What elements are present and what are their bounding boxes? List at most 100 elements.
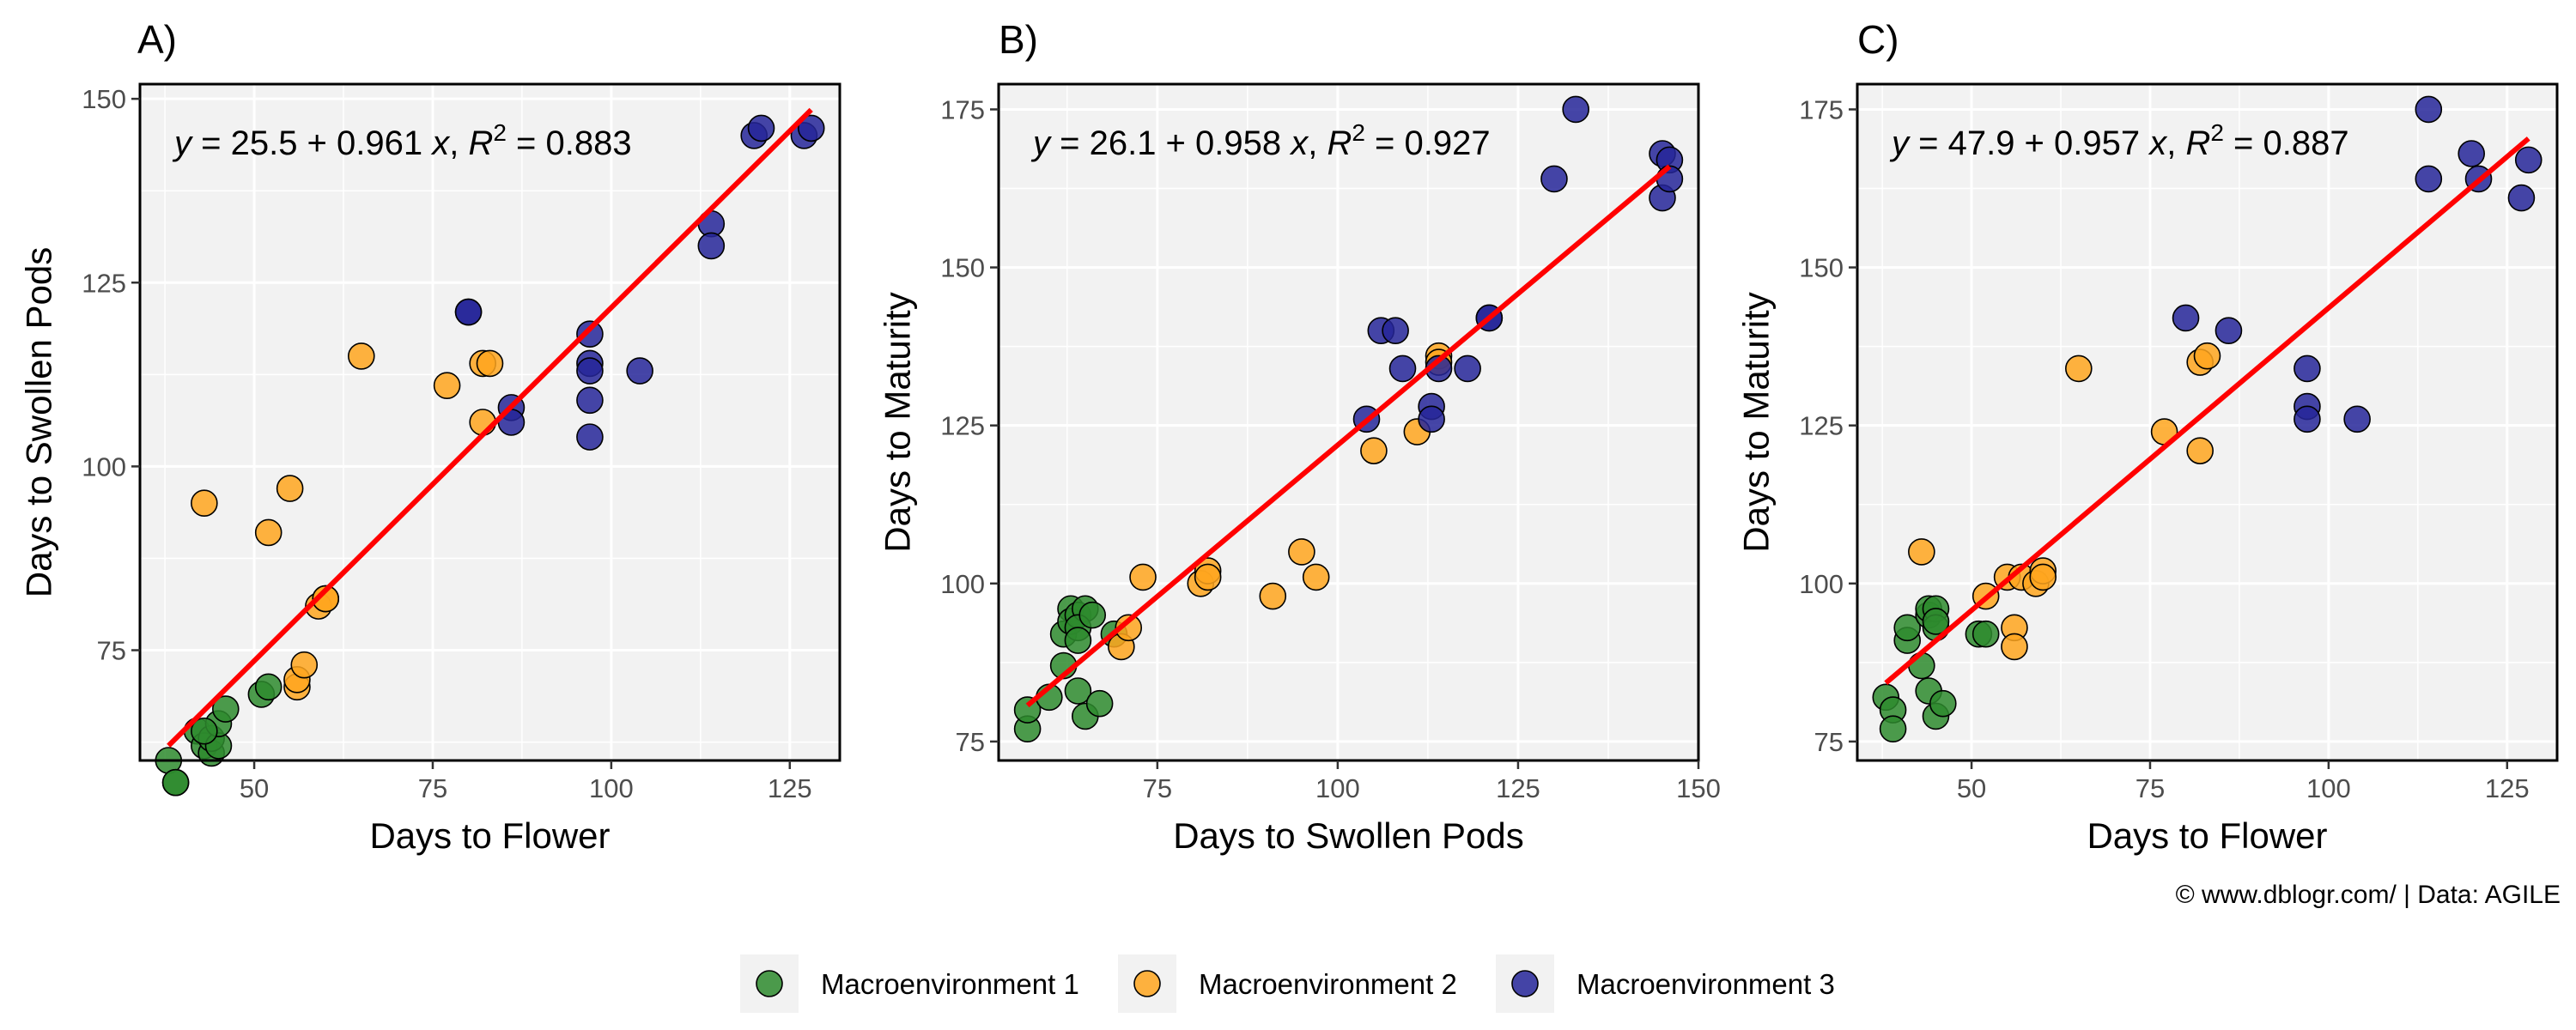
- data-point-env2: [476, 349, 504, 378]
- x-tick-label: 150: [1676, 773, 1721, 803]
- legend-item-1: Macroenvironment 1: [740, 954, 1079, 1013]
- data-point-env3: [697, 232, 726, 260]
- equation-y: y: [172, 124, 194, 162]
- plot-border: [138, 82, 841, 762]
- data-point-env3: [1656, 165, 1684, 193]
- y-tick-label: 100: [1799, 569, 1844, 599]
- y-tick-label: 100: [82, 451, 126, 482]
- y-tick-label: 175: [1799, 94, 1844, 124]
- y-axis-title: Days to Maturity: [878, 292, 918, 552]
- data-point-env3: [2514, 146, 2543, 174]
- legend-key-marker: [756, 970, 783, 997]
- equation-separator: ,: [1308, 124, 1327, 162]
- equation-separator: ,: [449, 124, 468, 162]
- data-point-env3: [747, 114, 775, 142]
- data-point-env2: [1302, 563, 1330, 591]
- x-tick-label: 100: [589, 773, 634, 803]
- data-point-env1: [1078, 601, 1107, 629]
- data-point-env3: [2293, 354, 2321, 383]
- data-point-env2: [1129, 563, 1157, 591]
- equation-body: = 26.1 + 0.958: [1050, 124, 1291, 162]
- x-axis-title: Days to Flower: [2087, 815, 2327, 856]
- data-point-env3: [2507, 184, 2536, 212]
- data-point-env1: [211, 695, 240, 723]
- x-tick-label: 75: [1143, 773, 1172, 803]
- regression-equation: y = 47.9 + 0.957 x, R2 = 0.887: [1889, 119, 2349, 162]
- data-point-env1: [1879, 715, 1907, 742]
- y-tick-label: 125: [940, 411, 985, 441]
- y-tick-label: 175: [940, 94, 985, 124]
- data-point-env1: [1893, 614, 1922, 642]
- data-point-env2: [2193, 342, 2221, 370]
- regression-line: [1025, 164, 1672, 708]
- data-point-env3: [1562, 95, 1589, 124]
- data-point-env2: [312, 585, 340, 613]
- data-point-env2: [276, 475, 304, 502]
- data-point-env3: [2172, 304, 2200, 332]
- panel-tag: C): [1857, 17, 1899, 62]
- data-point-env3: [454, 298, 483, 326]
- data-point-env3: [2415, 95, 2443, 124]
- x-tick-label: 100: [2306, 773, 2351, 803]
- equation-x: x: [430, 124, 451, 162]
- x-tick-label: 50: [240, 773, 269, 803]
- panel-b: 75 100 125 150 75 100 125 150 175 Days to Swollen…: [878, 17, 1721, 856]
- data-point-env2: [1908, 538, 1935, 566]
- equation-separator: ,: [2166, 124, 2185, 162]
- data-point-env3: [2293, 405, 2321, 433]
- y-tick-label: 125: [82, 268, 126, 298]
- plot-border: [1856, 82, 2559, 762]
- panel-tag: A): [137, 17, 177, 62]
- data-point-env2: [2001, 633, 2028, 661]
- data-point-env3: [626, 357, 653, 385]
- data-point-env3: [2215, 317, 2243, 345]
- data-point-env1: [1064, 627, 1092, 654]
- data-point-env2: [433, 372, 461, 399]
- y-tick-label: 75: [956, 727, 985, 757]
- data-point-env1: [1929, 689, 1957, 718]
- x-tick-label: 125: [1496, 773, 1540, 803]
- x-tick-label: 125: [768, 773, 812, 803]
- x-tick-label: 125: [2485, 773, 2530, 803]
- legend-item-3: Macroenvironment 3: [1496, 954, 1835, 1013]
- plot-background: [1857, 84, 2557, 760]
- equation-r2-value: = 0.927: [1365, 124, 1491, 162]
- data-point-env1: [1908, 651, 1935, 680]
- data-point-env2: [1259, 582, 1287, 610]
- data-point-env2: [191, 489, 218, 518]
- data-point-env3: [1388, 354, 1417, 383]
- y-tick-label: 125: [1799, 411, 1844, 441]
- regression-line: [1884, 136, 2530, 685]
- data-point-env1: [191, 717, 218, 745]
- legend-label: Macroenvironment 2: [1199, 968, 1457, 1000]
- y-tick-label: 150: [940, 253, 985, 283]
- equation-body: = 47.9 + 0.957: [1909, 124, 2149, 162]
- equation-body: = 25.5 + 0.961: [191, 124, 432, 162]
- x-axis-title: Days to Flower: [369, 815, 610, 856]
- data-point-env3: [576, 423, 604, 451]
- data-point-env2: [1115, 614, 1143, 642]
- equation-y: y: [1889, 124, 1911, 162]
- data-point-env3: [797, 114, 825, 142]
- equation-superscript: 2: [2210, 119, 2224, 146]
- plot-border: [997, 82, 1700, 762]
- legend-label: Macroenvironment 1: [821, 968, 1079, 1000]
- y-axis-title: Days to Swollen Pods: [19, 247, 59, 598]
- legend-key-marker: [1133, 970, 1161, 997]
- regression-equation: y = 26.1 + 0.958 x, R2 = 0.927: [1030, 119, 1491, 162]
- y-tick-label: 100: [940, 569, 985, 599]
- data-point-env1: [161, 768, 190, 797]
- data-point-env1: [254, 673, 283, 701]
- y-tick-label: 150: [1799, 253, 1844, 283]
- data-point-env2: [1360, 437, 1388, 464]
- data-point-env1: [1013, 696, 1042, 724]
- legend: Macroenvironment 1 Macroenvironment 2 Macr…: [740, 954, 1835, 1013]
- plot-background: [999, 84, 1698, 760]
- x-tick-label: 100: [1315, 773, 1360, 803]
- data-point-env3: [2415, 165, 2443, 193]
- panels: 50 75 100 125 75 100 125 150 Days to Flower Days …: [19, 17, 2559, 856]
- x-axis-title: Days to Swollen Pods: [1173, 815, 1524, 856]
- equation-x: x: [1289, 124, 1309, 162]
- data-point-env2: [1194, 563, 1222, 591]
